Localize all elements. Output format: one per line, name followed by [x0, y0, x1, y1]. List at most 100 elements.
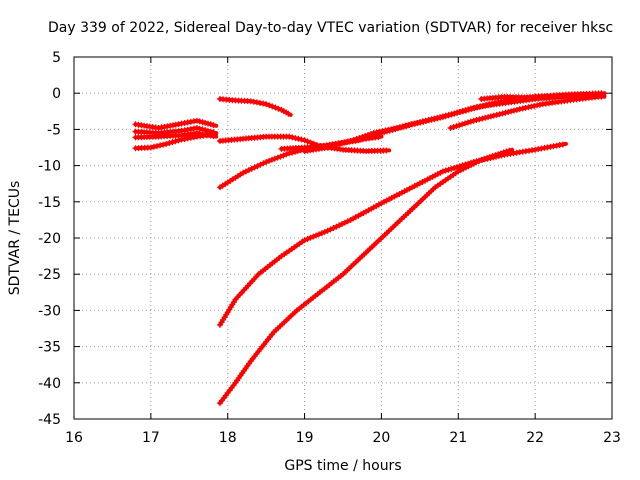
chart-title: Day 339 of 2022, Sidereal Day-to-day VTE… — [48, 20, 613, 36]
data-point-marker — [489, 153, 496, 160]
y-tick-label: 0 — [52, 86, 61, 102]
data-point-marker — [266, 157, 272, 164]
data-point-marker — [269, 103, 276, 110]
data-point-marker — [175, 137, 182, 144]
data-point-marker — [277, 153, 284, 160]
data-point-marker — [324, 144, 331, 151]
data-point-marker — [496, 111, 503, 118]
data-point-marker — [172, 138, 179, 145]
y-tick-label: -25 — [38, 267, 61, 283]
data-point-marker — [453, 164, 460, 171]
series-arc-upper-band-1 — [132, 117, 219, 131]
data-point-marker — [274, 154, 281, 161]
data-point-marker — [495, 151, 502, 158]
data-point-marker — [513, 106, 520, 113]
data-point-marker — [353, 136, 360, 142]
data-point-marker — [487, 113, 494, 120]
data-point-marker — [339, 140, 345, 147]
data-point-marker — [492, 152, 499, 159]
data-point-marker — [250, 98, 257, 105]
data-point-marker — [375, 134, 382, 141]
data-point-marker — [503, 148, 510, 155]
y-tick-label: -45 — [38, 412, 61, 428]
data-point-marker — [439, 168, 446, 175]
data-point-marker — [263, 101, 270, 108]
data-point-marker — [272, 104, 279, 111]
data-point-marker — [559, 141, 566, 148]
data-point-marker — [493, 111, 500, 118]
data-point-marker — [292, 135, 299, 142]
data-point-marker — [476, 116, 483, 123]
data-point-marker — [428, 116, 435, 123]
data-point-marker — [467, 118, 474, 125]
data-point-marker — [163, 140, 170, 147]
data-point-marker — [414, 119, 420, 126]
x-tick-label: 16 — [65, 430, 83, 446]
axis-ticks: 16 17 18 19 20 21 22 23 5 0 -5 -10 -15 -20 -25 -30 -35 -4… — [38, 50, 621, 446]
data-point-marker — [434, 114, 441, 121]
data-point-marker — [327, 143, 334, 150]
data-point-marker — [147, 144, 154, 151]
y-tick-label: -10 — [38, 159, 61, 175]
data-point-marker — [474, 104, 481, 111]
data-point-marker — [437, 114, 443, 121]
data-point-marker — [531, 103, 538, 109]
data-point-marker — [479, 115, 486, 122]
data-point-marker — [271, 155, 278, 162]
series-arc-lower-start — [132, 131, 219, 152]
data-point-marker — [465, 106, 472, 113]
data-point-marker — [341, 219, 348, 226]
data-point-marker — [499, 110, 506, 117]
y-tick-label: -40 — [38, 376, 61, 392]
data-point-marker — [442, 167, 449, 174]
data-point-marker — [464, 119, 471, 126]
data-point-marker — [154, 143, 160, 150]
data-point-marker — [347, 138, 354, 144]
data-point-marker — [383, 147, 390, 154]
data-point-marker — [456, 122, 463, 129]
data-point-marker — [481, 155, 488, 162]
data-point-marker — [330, 225, 337, 231]
data-point-marker — [362, 133, 369, 139]
data-point-marker — [511, 107, 517, 114]
series-arc-steep-2 — [217, 147, 515, 407]
data-point-marker — [330, 142, 337, 149]
data-point-marker — [419, 118, 426, 125]
data-point-marker — [598, 93, 605, 100]
data-point-marker — [505, 109, 512, 115]
data-point-marker — [210, 131, 216, 138]
series-arc-upper-band-2 — [132, 125, 219, 136]
data-point-marker — [376, 128, 383, 135]
series-line — [218, 141, 568, 327]
data-point-marker — [289, 149, 296, 156]
data-point-marker — [160, 141, 167, 148]
x-tick-label: 18 — [219, 430, 237, 446]
x-tick-label: 22 — [526, 430, 544, 446]
data-point-marker — [169, 139, 176, 146]
data-point-marker — [393, 125, 400, 131]
data-point-marker — [445, 166, 452, 173]
data-point-marker — [451, 165, 458, 171]
data-point-marker — [150, 143, 157, 150]
data-series — [132, 90, 607, 407]
data-point-marker — [286, 133, 293, 140]
y-tick-label: -35 — [38, 340, 61, 356]
data-point-marker — [482, 114, 489, 121]
data-point-marker — [286, 150, 293, 157]
x-tick-label: 23 — [603, 430, 621, 446]
data-point-marker — [453, 123, 460, 130]
data-point-marker — [316, 231, 322, 238]
data-point-marker — [266, 102, 273, 109]
data-point-marker — [506, 147, 513, 154]
data-point-marker — [396, 124, 403, 131]
x-tick-label: 21 — [449, 430, 467, 446]
data-point-marker — [399, 123, 406, 130]
x-tick-label: 17 — [142, 430, 160, 446]
data-point-marker — [336, 222, 343, 229]
data-point-marker — [442, 112, 449, 119]
data-point-marker — [356, 135, 363, 141]
data-point-marker — [199, 119, 206, 126]
data-point-marker — [490, 112, 497, 119]
data-point-marker — [318, 230, 325, 237]
data-point-marker — [321, 228, 328, 235]
